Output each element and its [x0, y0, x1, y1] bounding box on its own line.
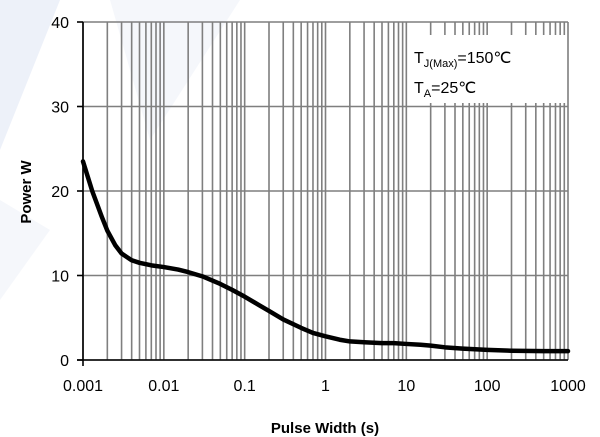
ambient-temperature-annotation: TA=25℃ — [414, 80, 476, 100]
conditions-annotation: TJ(Max)=150℃ TA=25℃ — [409, 35, 567, 103]
x-tick-label: 0.1 — [234, 378, 256, 395]
y-axis-label: Power W — [18, 159, 35, 223]
grid — [82, 21, 569, 361]
y-tick-label: 20 — [51, 184, 69, 201]
plot-frame — [77, 21, 568, 366]
series — [80, 159, 571, 354]
x-tick-label: 0.001 — [63, 378, 103, 395]
x-tick-label: 0.01 — [148, 378, 179, 395]
x-tick-label: 1000 — [550, 378, 586, 395]
x-tick-label: 100 — [474, 378, 501, 395]
x-tick-label: 1 — [321, 378, 330, 395]
y-tick-label: 40 — [51, 15, 69, 32]
y-tick-label: 0 — [60, 353, 69, 370]
power-curve-line — [80, 159, 571, 354]
y-axis-ticks: 0 10 20 30 40 — [51, 15, 69, 370]
y-tick-label: 30 — [51, 100, 69, 117]
x-tick-label: 10 — [397, 378, 415, 395]
y-tick-label: 10 — [51, 269, 69, 286]
x-axis-label: Pulse Width (s) — [271, 420, 379, 437]
x-axis-ticks: 0.001 0.01 0.1 1 10 100 1000 — [63, 378, 586, 395]
junction-temperature-annotation: TJ(Max)=150℃ — [414, 50, 511, 70]
